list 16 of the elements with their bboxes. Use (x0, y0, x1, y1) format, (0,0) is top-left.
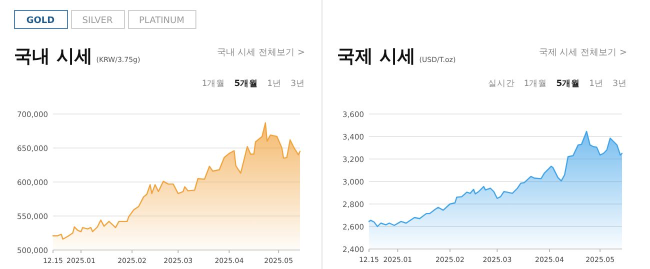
text: GOLD (26, 16, 55, 26)
text: 1년 (267, 79, 282, 89)
text: 1개월 (202, 79, 226, 89)
text: 5개월 (556, 79, 580, 89)
text: 3년 (290, 79, 305, 89)
text: 국내 시세 전체보기 > (216, 48, 305, 58)
text: 실시간 (488, 79, 515, 89)
chart-title: 국제 시세 (337, 46, 416, 67)
text: 3년 (612, 79, 627, 89)
text: PLATINUM (139, 16, 184, 26)
chart-title: 국내 시세 (14, 46, 92, 67)
text: 국제 시세 전체보기 > (538, 48, 627, 58)
text: 1년 (589, 79, 604, 89)
text: 5개월 (234, 79, 258, 89)
text: 1개월 (524, 79, 548, 89)
text: SILVER (82, 16, 113, 26)
